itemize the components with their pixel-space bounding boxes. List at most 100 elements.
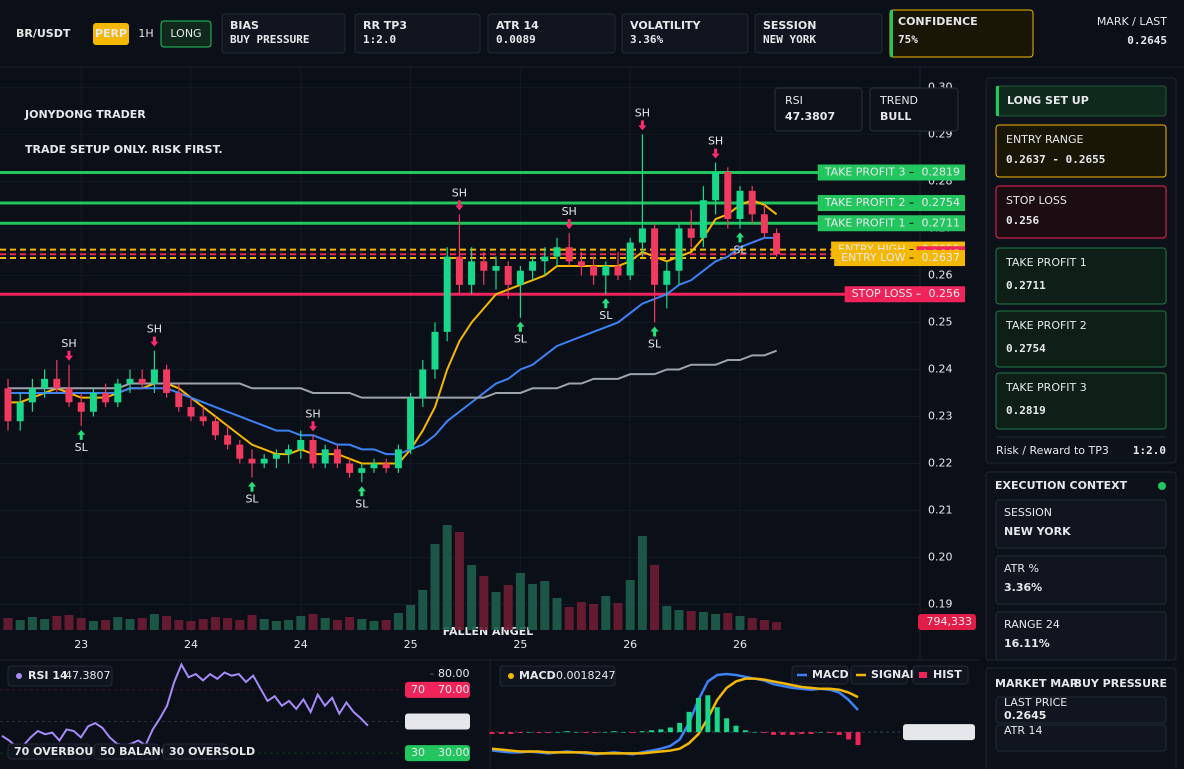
card xyxy=(354,13,481,54)
candle-body xyxy=(65,388,73,403)
panel-title xyxy=(499,665,616,687)
execution-label: ATR % xyxy=(1004,562,1039,575)
pivot-arrow xyxy=(455,200,464,211)
volume-bar xyxy=(332,620,342,630)
candle-body xyxy=(175,392,183,408)
card-value: BUY PRESSURE xyxy=(230,33,309,46)
volume-bar xyxy=(430,544,440,630)
candle-body xyxy=(236,444,244,459)
volume-bar xyxy=(528,584,538,630)
y-tick-label: 70.00 xyxy=(438,683,470,696)
candle-body xyxy=(382,463,390,469)
accent xyxy=(996,86,999,116)
x-tick-label: 26 xyxy=(623,638,637,651)
pivot-label: SH xyxy=(61,337,76,350)
volume-bar xyxy=(735,616,745,630)
setup-value: 0.2637 - 0.2655 xyxy=(1006,153,1105,166)
volume-bar xyxy=(76,618,86,630)
candle-body xyxy=(651,228,659,285)
candle-body xyxy=(480,261,488,271)
candle-body xyxy=(272,454,280,459)
volume-label: 794,333 xyxy=(927,615,973,628)
volume-tag xyxy=(918,614,976,630)
y-tick-label: 0.24 xyxy=(928,362,953,375)
hist-bar xyxy=(620,732,626,733)
hist-bar xyxy=(498,732,504,734)
volume-bar xyxy=(479,576,489,630)
plot-area xyxy=(0,68,980,660)
candle-body xyxy=(516,270,524,285)
level-value: 0.2754 xyxy=(922,196,961,209)
legend-box xyxy=(850,665,908,685)
level-number: 70 xyxy=(411,683,425,696)
legend-label: 30 OVERSOLD xyxy=(169,745,255,758)
hist-bar xyxy=(639,731,645,733)
pivot-label: SL xyxy=(648,337,662,350)
hist-bar xyxy=(799,732,805,734)
candle-body xyxy=(346,463,354,473)
panel-title xyxy=(7,665,113,687)
x-tick-label: 25 xyxy=(404,638,418,651)
pivot-label: SH xyxy=(635,106,650,119)
hist-bar xyxy=(658,729,664,733)
pivot-label: SH xyxy=(562,205,577,218)
setup-label: TAKE PROFIT 2 xyxy=(1005,319,1087,332)
candle-body xyxy=(248,458,256,464)
volume-bar xyxy=(467,565,477,630)
badge-label: RSI xyxy=(785,94,803,107)
y-tick-label: 0.23 xyxy=(928,409,953,422)
y-tick-label: 0.20 xyxy=(928,550,953,563)
volume-bar xyxy=(296,616,306,630)
level-chip xyxy=(405,713,470,730)
volume-bar xyxy=(235,620,245,630)
candle-body xyxy=(760,214,768,234)
hist-bar xyxy=(836,732,842,735)
level-chip xyxy=(405,681,470,698)
chip-bg xyxy=(817,164,965,181)
level-number: 30 xyxy=(411,746,425,759)
pivot-arrow xyxy=(150,336,159,347)
pivot-label: SL xyxy=(733,243,747,256)
candle-body xyxy=(541,256,549,262)
candle-body xyxy=(699,200,707,238)
candle-body xyxy=(285,449,293,455)
legend-label: SIGNAL xyxy=(871,668,917,681)
mark-label: MARK / LAST xyxy=(1097,15,1167,28)
pivot-label: SL xyxy=(245,493,259,506)
legend-label: MACD xyxy=(812,668,849,681)
pivot-arrow xyxy=(309,421,317,432)
card-label: BIAS xyxy=(230,19,259,32)
candle-body xyxy=(492,266,500,271)
candle-body xyxy=(553,247,561,257)
execution-title: EXECUTION CONTEXT xyxy=(995,479,1128,492)
y-tick-label: 0.0000 xyxy=(926,725,965,738)
card xyxy=(487,13,616,54)
badge-label: TREND xyxy=(879,94,918,107)
volume-bar xyxy=(613,603,623,630)
watermark: JONYDONG TRADER xyxy=(24,108,146,121)
volume-bar xyxy=(113,617,123,630)
level-chip xyxy=(405,745,470,762)
pivot-arrow xyxy=(565,219,574,230)
info-badge xyxy=(774,87,863,132)
candle-body xyxy=(675,228,683,271)
rr-value: 1:2.0 xyxy=(1133,444,1166,457)
level-number: 50 xyxy=(411,715,425,728)
pivot-label: SH xyxy=(708,135,723,148)
candle-body xyxy=(443,256,451,332)
legend-box xyxy=(7,743,91,760)
hist-bar xyxy=(545,732,551,734)
candle-body xyxy=(211,421,219,436)
volume-bar xyxy=(15,620,25,630)
x-tick-label: 25 xyxy=(513,638,527,651)
x-tick-label: 24 xyxy=(184,638,198,651)
pivot-label: SL xyxy=(514,333,528,346)
hist-bar xyxy=(677,722,683,733)
execution-label: RANGE 24 xyxy=(1004,618,1060,631)
card-value: 1:2.0 xyxy=(363,33,396,46)
y-tick-label: 0.26 xyxy=(928,268,953,281)
card-label: ATR 14 xyxy=(496,19,539,32)
level-label: TAKE PROFIT 2 xyxy=(824,196,906,209)
candle-body xyxy=(53,378,61,389)
volume-bar xyxy=(650,565,660,630)
